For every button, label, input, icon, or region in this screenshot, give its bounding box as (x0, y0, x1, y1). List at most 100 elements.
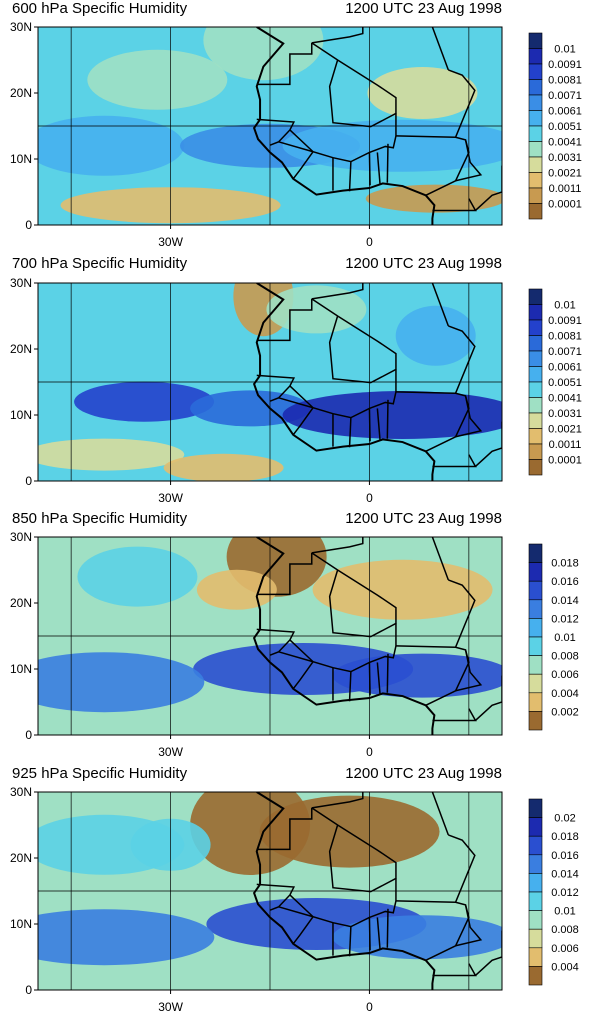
colorbar-label: 0.014 (551, 868, 579, 880)
colorbar-label: 0.018 (551, 831, 579, 843)
x-tick-label: 30W (158, 235, 183, 249)
colorbar-label: 0.0091 (548, 315, 582, 327)
panel-title: 850 hPa Specific Humidity (12, 510, 188, 527)
humidity-map: 30N 20N 10N 0 30W 0 (10, 276, 503, 505)
country-border (278, 906, 314, 918)
y-tick-label: 10N (10, 152, 32, 166)
country-border (256, 42, 313, 86)
humidity-field (38, 537, 502, 735)
panel-datetime: 1200 UTC 23 Aug 1998 (345, 0, 502, 17)
panel-datetime: 1200 UTC 23 Aug 1998 (345, 510, 502, 527)
colorbar-label: 0.0061 (548, 362, 582, 374)
colorbar-label: 0.0041 (548, 137, 582, 149)
country-border (386, 143, 389, 183)
panel-datetime: 1200 UTC 23 Aug 1998 (345, 255, 502, 272)
y-tick-label: 30N (10, 530, 32, 544)
humidity-region (367, 67, 478, 119)
humidity-region (395, 305, 476, 366)
colorbar-swatch (528, 172, 543, 189)
country-border (348, 161, 352, 192)
colorbar-swatch (528, 335, 543, 352)
x-tick-label: 0 (366, 491, 373, 505)
country-border (292, 916, 314, 945)
colorbar-label: 0.0001 (548, 199, 582, 211)
y-tick-label: 0 (25, 728, 32, 742)
colorbar-label: 0.002 (551, 706, 579, 718)
humidity-region (332, 653, 502, 698)
country-border (431, 283, 450, 327)
y-tick-label: 20N (10, 596, 32, 610)
humidity-region (77, 546, 198, 607)
colorbar-swatch (528, 966, 543, 986)
humidity-region (163, 453, 284, 481)
humidity-region (38, 115, 185, 176)
y-tick-label: 10N (10, 662, 32, 676)
colorbar-swatch (528, 459, 543, 476)
colorbar-label: 0.0091 (548, 59, 582, 71)
colorbar-swatch (528, 562, 543, 582)
coastline (252, 27, 436, 225)
country-border (256, 298, 313, 342)
country-border (474, 421, 502, 468)
country-border (455, 649, 483, 692)
country-border (278, 397, 314, 409)
colorbar-label: 0.0051 (548, 121, 582, 133)
colorbar-label: 0.016 (551, 576, 579, 588)
humidity-region (74, 381, 215, 422)
humidity-region (38, 438, 185, 471)
colorbar-label: 0.012 (551, 887, 579, 899)
colorbar-swatch (528, 817, 543, 837)
colorbar-swatch (528, 156, 543, 173)
colorbar-swatch (528, 203, 543, 220)
colorbar-label: 0.0031 (548, 152, 582, 164)
colorbar-label: 0.004 (551, 961, 579, 973)
colorbar-swatch (528, 63, 543, 80)
colorbar-swatch (528, 673, 543, 694)
country-border (292, 151, 314, 180)
humidity-region (332, 915, 502, 960)
colorbar-swatch (528, 141, 543, 158)
country-border (455, 395, 483, 438)
country-border (311, 283, 364, 300)
country-border (311, 27, 364, 44)
humidity-region (365, 184, 502, 213)
colorbar-label: 0.0081 (548, 331, 582, 343)
colorbar-label: 0.0031 (548, 408, 582, 420)
colorbar-swatch (528, 79, 543, 96)
country-border (455, 904, 483, 947)
humidity-field (38, 27, 502, 225)
country-border (376, 662, 381, 695)
x-tick-label: 0 (366, 1000, 373, 1014)
country-border (348, 417, 352, 448)
colorbar-swatch (528, 835, 543, 856)
colorbar-swatch (528, 32, 543, 49)
humidity-field (38, 283, 502, 481)
panel-title: 600 hPa Specific Humidity (12, 0, 188, 17)
colorbar-swatch (528, 636, 543, 656)
colorbar-label: 0.0011 (549, 439, 582, 451)
panel-925hpa: 925 hPa Specific Humidity 1200 UTC 23 Au… (0, 765, 600, 1020)
y-tick-label: 20N (10, 86, 32, 100)
coastline (252, 537, 436, 735)
country-border (311, 792, 364, 809)
colorbar-swatch (528, 125, 543, 142)
colorbar-label: 0.01 (554, 300, 575, 312)
y-tick-label: 0 (25, 218, 32, 232)
colorbar-label: 0.02 (554, 813, 575, 825)
humidity-region (87, 49, 228, 110)
y-tick-label: 30N (10, 785, 32, 799)
humidity-region (312, 559, 493, 620)
colorbar-swatch (528, 692, 543, 712)
colorbar-label: 0.006 (551, 943, 579, 955)
humidity-region (266, 285, 367, 334)
panel-700hpa: 700 hPa Specific Humidity 1200 UTC 23 Au… (0, 255, 600, 510)
colorbar-label: 0.01 (554, 44, 575, 56)
x-tick-label: 0 (366, 235, 373, 249)
colorbar-swatch (528, 798, 543, 818)
country-border (348, 671, 352, 702)
colorbar-label: 0.01 (554, 906, 575, 918)
colorbar-swatch (528, 366, 543, 383)
colorbar-swatch (528, 443, 543, 460)
colorbar-label: 0.014 (551, 595, 579, 607)
country-border (386, 399, 389, 439)
